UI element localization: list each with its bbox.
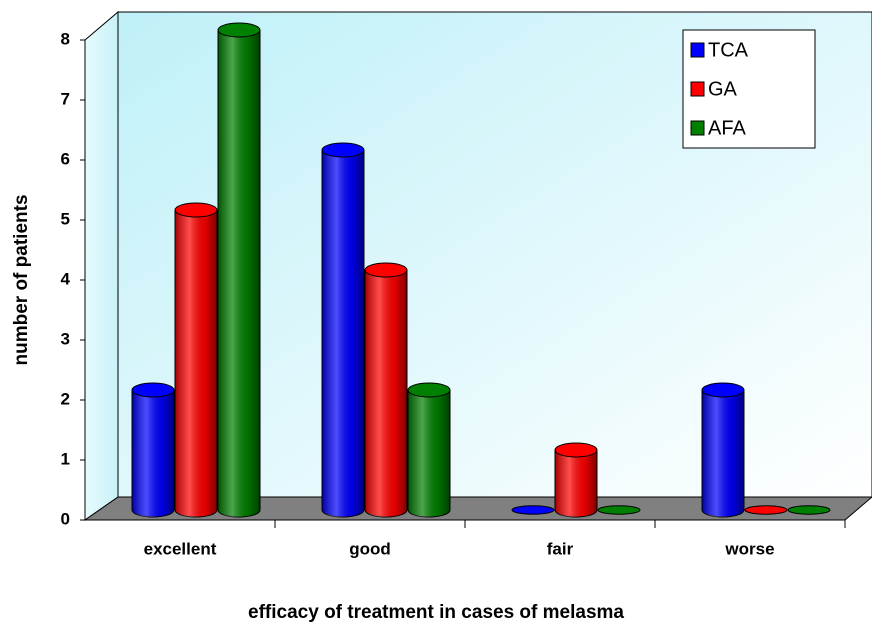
legend-swatch [690,120,705,136]
bar-shade [408,390,450,517]
y-tick-label: 8 [61,29,70,48]
x-tick-label: excellent [144,539,217,558]
bar-top [407,382,451,398]
y-tick-label: 5 [61,209,70,228]
y-tick-label: 0 [61,509,70,528]
legend [682,29,816,149]
bar-shade [365,270,407,517]
bar-top [217,22,261,38]
bar-top [131,382,175,398]
bar-shade [555,450,597,517]
bar-shade [702,390,744,517]
bar [511,505,555,515]
legend-swatch [690,42,705,58]
bar-shade [218,30,260,517]
y-tick-label: 4 [61,269,71,288]
bar-top [174,202,218,218]
bar-top [554,442,598,458]
x-axis-title: efficacy of treatment in cases of melasm… [248,602,624,623]
y-tick-label: 2 [61,389,70,408]
bar-shade [132,390,174,517]
x-tick-label: fair [547,539,574,558]
legend-swatch [690,81,705,97]
y-axis-title: number of patients [11,194,32,365]
y-tick-label: 1 [61,449,70,468]
bar [787,505,831,515]
bar [744,505,788,515]
bar-top [364,262,408,278]
bar-top [321,142,365,158]
bar-shade [322,150,364,517]
legend-label: TCA [708,39,749,61]
x-tick-label: good [349,539,391,558]
bar-shade [175,210,217,517]
y-tick-label: 3 [61,329,70,348]
x-tick-label: worse [724,539,774,558]
side-wall [84,10,119,521]
bar-top [701,382,745,398]
legend-label: GA [708,78,738,100]
y-tick-label: 7 [61,89,70,108]
bar [597,505,641,515]
legend-label: AFA [708,117,746,139]
y-tick-label: 6 [61,149,70,168]
